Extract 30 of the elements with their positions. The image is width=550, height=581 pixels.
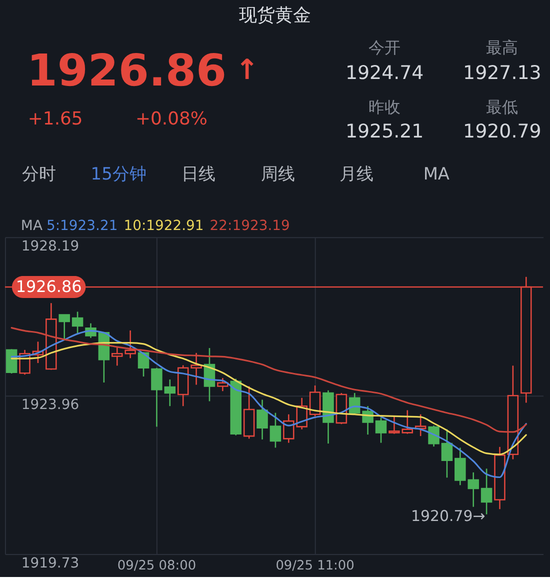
text: MA [423, 163, 450, 184]
text: 分时 [22, 163, 56, 184]
text: 1924.74 [345, 62, 424, 84]
x-tick-label: 09/25 11:00 [276, 558, 354, 574]
text: 最高 [486, 38, 518, 57]
text: 10:1922.91 [124, 218, 204, 234]
text: 昨收 [368, 98, 401, 117]
text: 1920.79 [463, 120, 542, 143]
x-tick-label: 09/25 08:00 [117, 558, 196, 574]
text: 周线 [260, 163, 295, 184]
text: 1927.13 [463, 62, 542, 84]
chart-title: 现货黄金 [239, 4, 311, 26]
text: 日线 [181, 163, 216, 184]
text: 1926.86 [26, 46, 227, 97]
text: 15分钟 [90, 163, 146, 184]
text: 5:1923.21 [46, 218, 118, 234]
legend-title: MA [20, 218, 43, 234]
annotation: 1920.79→ [410, 507, 486, 526]
text: +1.65 [28, 108, 83, 130]
text: ↑ [235, 52, 259, 86]
text: 22:1923.19 [210, 218, 290, 234]
y-tick-label: 1928.19 [21, 238, 80, 255]
text: 1925.21 [345, 120, 424, 143]
text: 今开 [368, 38, 401, 57]
y-tick-label: 1923.96 [21, 397, 80, 414]
text: 月线 [340, 163, 374, 184]
ref-line-label: 1926.86 [16, 276, 82, 296]
text: +0.08% [136, 108, 208, 130]
y-tick-label: 1919.73 [21, 555, 80, 572]
text: 最低 [486, 98, 518, 117]
